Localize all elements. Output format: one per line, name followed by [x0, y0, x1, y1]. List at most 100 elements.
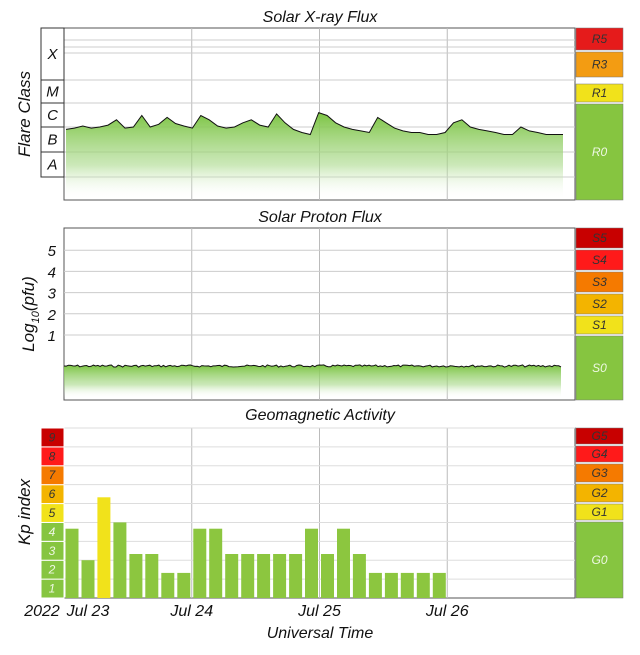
proton-title: Solar Proton Flux	[258, 209, 383, 226]
x-axis-label: Universal Time	[267, 625, 374, 642]
kp-level-label-3: 3	[49, 544, 56, 558]
kp-level-label-9: 9	[49, 430, 56, 444]
geomagnetic-scale-g0	[575, 521, 624, 599]
proton-ylabel-main: Log	[19, 323, 38, 352]
geomagnetic-scale-label-g0: G0	[591, 553, 607, 567]
geomagnetic-scale-g2	[575, 483, 624, 503]
radio-scale-r0	[575, 103, 624, 201]
radio-scale-r5	[575, 27, 624, 51]
kp-level-label-4: 4	[49, 525, 56, 539]
kp-level-label-1: 1	[49, 582, 56, 596]
kp-bar	[193, 528, 207, 598]
kp-level-label-8: 8	[49, 449, 56, 463]
geomagnetic-scale-g5	[575, 427, 624, 445]
kp-bar	[400, 572, 414, 598]
kp-bar	[145, 554, 159, 598]
kp-bar	[432, 572, 446, 598]
xray-flux-line	[65, 111, 563, 136]
kp-level-label-6: 6	[49, 487, 56, 501]
solar-radiation-scale-s3	[575, 271, 624, 293]
flare-class-box-a	[40, 151, 65, 178]
radio-scale-r3	[575, 51, 624, 78]
flare-class-label-b: B	[47, 132, 57, 149]
kp-bar	[129, 554, 143, 598]
solar-radiation-scale-label-s3: S3	[592, 275, 607, 289]
solar-radiation-scale-s4	[575, 249, 624, 271]
geomagnetic-scale-label-g4: G4	[591, 447, 607, 461]
solar-radiation-scale-s1	[575, 315, 624, 335]
kp-level-box-9	[40, 427, 65, 448]
x-tick-label-jul24: Jul 24	[169, 603, 213, 620]
kp-bar	[384, 572, 398, 598]
flare-class-label-m: M	[46, 84, 59, 101]
kp-level-label-2: 2	[48, 563, 56, 577]
kp-bar	[368, 572, 382, 598]
kp-bar	[177, 572, 191, 598]
proton-panel: Solar Proton Flux 1 2 3 4 5 Log10(pfu) S5 S4 S3 S2…	[19, 209, 624, 401]
kp-bar	[113, 522, 127, 598]
radio-scale-label-r3: R3	[592, 58, 608, 72]
kp-bar	[352, 554, 366, 598]
solar-radiation-scale-label-s4: S4	[592, 253, 607, 267]
x-tick-label-jul25: Jul 25	[297, 603, 341, 620]
kp-bar	[241, 554, 255, 598]
kp-bar	[257, 554, 271, 598]
kp-bar	[97, 497, 111, 598]
x-tick-label-jul26: Jul 26	[425, 603, 469, 620]
geomagnetic-scale-label-g3: G3	[591, 466, 607, 480]
kp-bar	[65, 528, 79, 598]
solar-radiation-scale-s5	[575, 227, 624, 249]
proton-flux-area	[64, 364, 561, 398]
proton-ytick-label: 3	[48, 286, 57, 303]
radio-scale-r1	[575, 83, 624, 103]
kp-bar	[161, 572, 175, 598]
geomagnetic-scale-label-g5: G5	[591, 429, 607, 443]
solar-radiation-scale-label-s0: S0	[592, 361, 607, 375]
x-tick-label-jul23: Jul 23	[66, 603, 110, 620]
proton-ylabel-tail: (pfu)	[19, 276, 38, 311]
flare-class-label-a: A	[46, 157, 57, 174]
kp-bar	[416, 572, 430, 598]
solar-radiation-scale-label-s5: S5	[592, 231, 607, 245]
solar-radiation-scale-s2	[575, 293, 624, 315]
geomagnetic-scale-g1	[575, 503, 624, 521]
flare-class-label-c: C	[47, 107, 58, 124]
kp-bar	[273, 554, 287, 598]
solar-radiation-scale-label-s1: S1	[592, 318, 607, 332]
solar-radiation-scale-label-s2: S2	[592, 297, 607, 311]
proton-ylabel-sub: 10	[30, 310, 42, 323]
geomagnetic-scale-label-g1: G1	[591, 505, 607, 519]
geomagnetic-ylabel: Kp index	[15, 478, 34, 545]
kp-bar	[81, 560, 95, 598]
kp-level-label-5: 5	[49, 506, 56, 520]
geomagnetic-scale-g3	[575, 463, 624, 483]
x-tick-label-year: 2022	[23, 603, 60, 620]
proton-flux-line	[63, 364, 562, 368]
proton-ytick-label: 5	[48, 243, 57, 260]
geomagnetic-scale-g4	[575, 445, 624, 463]
kp-level-label-7: 7	[49, 468, 57, 482]
proton-ytick-label: 2	[47, 307, 57, 324]
geomagnetic-scale-label-g2: G2	[591, 486, 607, 500]
geomagnetic-panel: Geomagnetic Activity 1 2 3 4 5 6 7 8 9 Kp index G5 G…	[15, 407, 624, 642]
radio-scale-label-r0: R0	[592, 145, 608, 159]
solar-radiation-scale-s0	[575, 335, 624, 401]
xray-ylabel: Flare Class	[15, 71, 34, 157]
kp-bar	[337, 528, 350, 598]
kp-bar	[289, 554, 303, 598]
geomagnetic-title: Geomagnetic Activity	[245, 407, 396, 424]
proton-ytick-label: 1	[48, 328, 56, 345]
kp-bar	[305, 528, 318, 598]
flare-class-label-x: X	[46, 46, 58, 63]
xray-title: Solar X-ray Flux	[263, 9, 379, 26]
radio-scale-label-r1: R1	[592, 86, 607, 100]
proton-ytick-label: 4	[48, 264, 56, 281]
kp-bar	[321, 554, 334, 598]
kp-bar	[225, 554, 239, 598]
kp-bar	[209, 528, 223, 598]
proton-ylabel: Log10(pfu)	[19, 276, 42, 352]
radio-scale-label-r5: R5	[592, 32, 608, 46]
